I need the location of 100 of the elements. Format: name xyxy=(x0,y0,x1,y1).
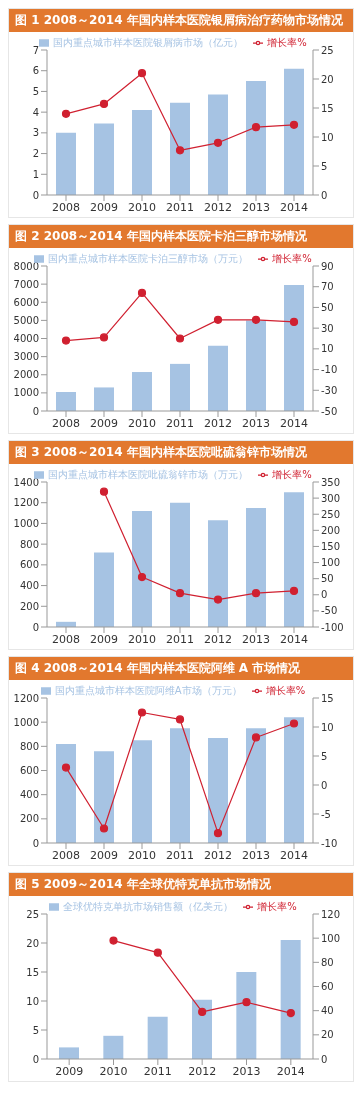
x-tick-label: 2011 xyxy=(143,1064,172,1078)
bar xyxy=(94,751,114,843)
x-tick-label: 2009 xyxy=(90,200,118,214)
y-tick-label: 1200 xyxy=(13,497,39,509)
bar xyxy=(132,110,152,195)
bar xyxy=(208,520,228,627)
y2-tick-label: -50 xyxy=(321,405,338,417)
x-tick-label: 2013 xyxy=(242,632,270,646)
x-tick-label: 2014 xyxy=(280,848,308,862)
y2-tick-label: 15 xyxy=(321,102,334,114)
point xyxy=(251,123,261,132)
bar xyxy=(170,502,190,627)
chart-title: 图 4 2008～2014 年国内样本医院阿维 A 市场情况 xyxy=(15,661,301,675)
bar xyxy=(170,728,190,843)
bar xyxy=(59,1047,79,1059)
x-tick-label: 2012 xyxy=(204,416,232,430)
x-tick-label: 2010 xyxy=(128,632,156,646)
x-tick-label: 2012 xyxy=(204,848,232,862)
x-tick-label: 2012 xyxy=(204,200,232,214)
y-tick-label: 4 xyxy=(32,106,39,118)
legend-label: 增长率% xyxy=(257,901,297,912)
y2-tick-label: 0 xyxy=(321,189,328,201)
x-tick-label: 2014 xyxy=(280,416,308,430)
legend-label: 增长率% xyxy=(272,469,312,480)
legend-label: 全球优特克单抗市场销售额（亿美元） xyxy=(63,901,234,912)
y2-tick-label: 0 xyxy=(321,779,328,791)
y2-tick-label: 20 xyxy=(321,1029,334,1041)
x-tick-label: 2008 xyxy=(52,632,80,646)
x-tick-label: 2009 xyxy=(55,1064,84,1078)
x-tick-label: 2013 xyxy=(242,416,270,430)
y2-tick-label: 40 xyxy=(321,1005,334,1017)
y-tick-label: 5000 xyxy=(13,314,39,326)
y-tick-label: 800 xyxy=(19,740,39,752)
bar xyxy=(192,999,212,1059)
bar xyxy=(284,492,304,627)
y2-tick-label: 80 xyxy=(321,956,334,968)
point xyxy=(289,586,299,596)
y2-tick-label: 350 xyxy=(321,476,341,488)
legend-label: 国内重点城市样本医院吡硫翁锌市场（万元） xyxy=(48,469,249,480)
y2-tick-label: -10 xyxy=(321,837,338,849)
point xyxy=(242,998,251,1007)
y-tick-label: 600 xyxy=(19,559,39,571)
point xyxy=(175,334,185,343)
x-tick-label: 2008 xyxy=(52,416,80,430)
x-tick-label: 2011 xyxy=(166,416,194,430)
point xyxy=(99,487,109,496)
y-tick-label: 0 xyxy=(32,621,39,633)
y2-tick-label: 100 xyxy=(321,932,341,944)
y2-tick-label: 60 xyxy=(321,981,334,993)
legend-label: 国内重点城市样本医院银屑病市场（亿元） xyxy=(53,37,244,48)
bar xyxy=(284,285,304,411)
bar xyxy=(56,391,76,411)
y2-tick-label: 15 xyxy=(321,692,334,704)
point xyxy=(99,824,109,833)
legend-label: 增长率% xyxy=(267,37,307,48)
chart-title: 图 2 2008～2014 年国内样本医院卡泊三醇市场情况 xyxy=(15,229,307,243)
x-tick-label: 2010 xyxy=(99,1064,128,1078)
bar xyxy=(246,728,266,843)
y-tick-label: 200 xyxy=(19,813,39,825)
bar xyxy=(246,507,266,627)
y-tick-label: 25 xyxy=(26,908,39,920)
y-tick-label: 1000 xyxy=(13,387,39,399)
bar xyxy=(56,132,76,195)
x-tick-label: 2011 xyxy=(166,848,194,862)
bar xyxy=(103,1035,124,1059)
y2-tick-label: 200 xyxy=(321,524,341,536)
y-tick-label: 6000 xyxy=(13,296,39,308)
y-tick-label: 0 xyxy=(32,405,39,417)
bar xyxy=(170,363,190,411)
y2-tick-label: 30 xyxy=(321,322,334,334)
y-tick-label: 2000 xyxy=(13,369,39,381)
y2-tick-label: 25 xyxy=(321,44,334,56)
point xyxy=(289,719,299,728)
point xyxy=(198,1007,207,1016)
bar xyxy=(132,740,152,843)
x-tick-label: 2010 xyxy=(128,848,156,862)
bar xyxy=(147,1016,168,1059)
point xyxy=(251,589,261,598)
y-tick-label: 0 xyxy=(32,837,39,849)
x-tick-label: 2013 xyxy=(232,1064,261,1078)
y2-tick-label: 50 xyxy=(321,573,334,585)
y2-tick-label: -100 xyxy=(321,621,344,633)
y2-tick-label: 120 xyxy=(321,908,341,920)
bar xyxy=(94,123,114,195)
y2-tick-label: 50 xyxy=(321,301,334,313)
point xyxy=(286,1008,295,1018)
y-tick-label: 5 xyxy=(32,1024,39,1036)
x-tick-label: 2009 xyxy=(90,416,118,430)
point xyxy=(153,948,162,957)
y-tick-label: 400 xyxy=(19,580,39,592)
y-tick-label: 7000 xyxy=(13,278,39,290)
bar xyxy=(246,81,266,195)
legend-label: 国内重点城市样本医院阿维A市场（万元） xyxy=(54,685,242,696)
x-tick-label: 2009 xyxy=(90,632,118,646)
y-tick-label: 800 xyxy=(19,538,39,550)
y-tick-label: 10 xyxy=(26,995,39,1007)
legend-label: 增长率% xyxy=(265,685,306,696)
point xyxy=(99,333,109,342)
y-tick-label: 5 xyxy=(32,85,39,97)
chart-title: 图 1 2008～2014 年国内样本医院银屑病治疗药物市场情况 xyxy=(15,13,343,27)
